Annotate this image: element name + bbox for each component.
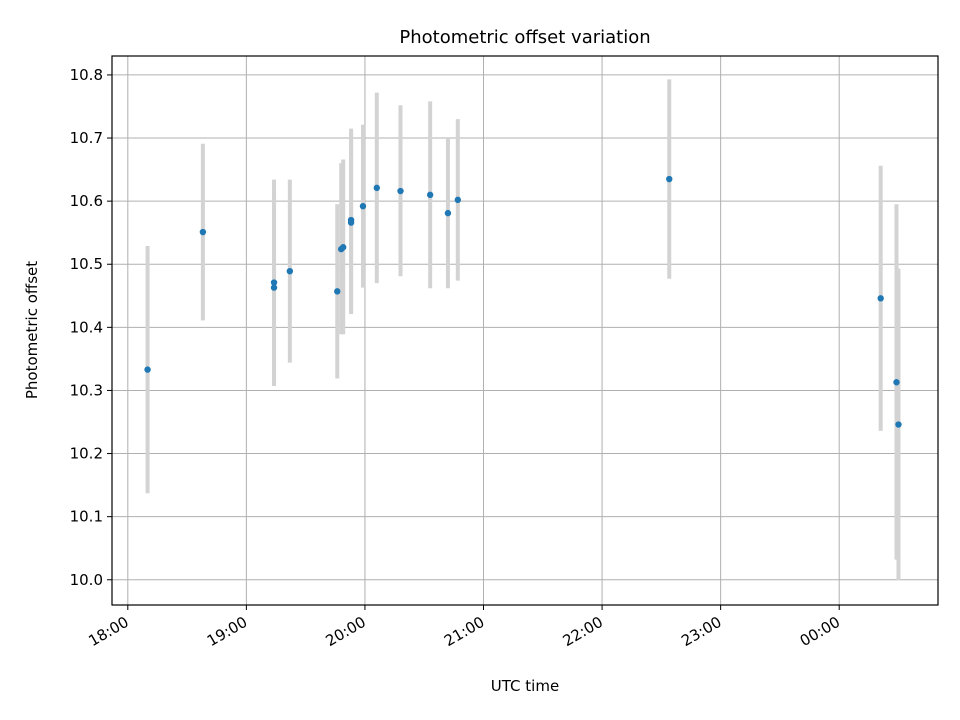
data-point <box>359 202 367 210</box>
data-point <box>426 191 434 199</box>
y-tick-label: 10.6 <box>70 192 103 210</box>
data-point <box>373 184 380 192</box>
y-axis-ticks: 10.0 10.1 10.2 10.3 10.4 10.5 10.6 10.7 10.8 <box>70 66 112 589</box>
data-point <box>144 366 151 373</box>
y-tick-label: 10.1 <box>70 508 103 526</box>
y-tick-label: 10.5 <box>70 255 103 273</box>
data-point <box>454 196 462 204</box>
data-points <box>144 175 902 428</box>
y-axis-label: Photometric offset <box>23 261 41 399</box>
y-tick-label: 10.8 <box>70 66 103 84</box>
data-point <box>270 284 278 291</box>
y-tick-label: 10.3 <box>70 381 103 399</box>
data-point <box>340 244 347 251</box>
data-point <box>334 288 341 295</box>
data-point <box>877 295 884 302</box>
data-point <box>270 279 278 286</box>
plot-frame <box>111 55 939 606</box>
data-point <box>895 421 902 428</box>
data-point <box>397 187 404 195</box>
data-point <box>893 379 900 386</box>
x-axis-label: UTC time <box>491 677 559 695</box>
y-tick-label: 10.7 <box>70 129 103 147</box>
data-point <box>347 219 355 226</box>
data-point <box>666 175 673 183</box>
chart-title: Photometric offset variation <box>399 27 650 48</box>
y-tick-label: 10.0 <box>70 571 103 589</box>
data-point <box>286 267 294 275</box>
y-tick-label: 10.2 <box>70 445 103 463</box>
data-point <box>199 228 207 236</box>
y-tick-label: 10.4 <box>70 318 103 336</box>
data-point <box>444 209 452 217</box>
grid <box>112 56 938 605</box>
